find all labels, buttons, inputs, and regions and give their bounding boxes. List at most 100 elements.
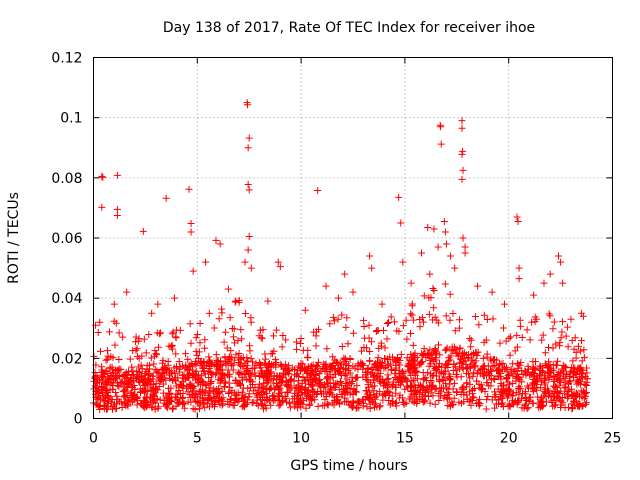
y-tick-label: 0.02 bbox=[51, 351, 82, 367]
data-point bbox=[529, 388, 537, 396]
data-point bbox=[324, 372, 332, 380]
data-point bbox=[573, 380, 581, 388]
data-point bbox=[135, 363, 143, 371]
data-point bbox=[261, 350, 269, 358]
data-point bbox=[238, 335, 246, 343]
data-point bbox=[129, 398, 137, 406]
data-point bbox=[436, 351, 444, 359]
data-point bbox=[482, 405, 490, 413]
data-point bbox=[148, 404, 156, 412]
data-point bbox=[341, 270, 349, 278]
data-point bbox=[563, 370, 571, 378]
data-point bbox=[244, 101, 252, 109]
data-point bbox=[185, 185, 193, 193]
data-point bbox=[341, 355, 349, 363]
data-point bbox=[372, 327, 380, 335]
data-point bbox=[295, 395, 303, 403]
data-point bbox=[516, 316, 524, 324]
data-point bbox=[517, 322, 525, 330]
data-point bbox=[212, 236, 220, 244]
data-point bbox=[499, 403, 507, 411]
data-point bbox=[572, 392, 580, 400]
data-point bbox=[475, 402, 483, 410]
data-point bbox=[492, 356, 500, 364]
data-point bbox=[443, 395, 451, 403]
data-point bbox=[372, 359, 380, 367]
data-point bbox=[440, 377, 448, 385]
data-point bbox=[425, 310, 433, 318]
data-point bbox=[447, 252, 455, 260]
data-point bbox=[436, 384, 444, 392]
data-point bbox=[149, 372, 157, 380]
data-point bbox=[326, 383, 334, 391]
data-point bbox=[387, 313, 395, 321]
data-point bbox=[531, 358, 539, 366]
data-point bbox=[154, 404, 162, 412]
data-point bbox=[517, 358, 525, 366]
data-point bbox=[154, 369, 162, 377]
data-point bbox=[484, 362, 492, 370]
data-point bbox=[368, 366, 376, 374]
data-point bbox=[106, 328, 114, 336]
data-point bbox=[516, 385, 524, 393]
data-point bbox=[286, 376, 294, 384]
data-point bbox=[140, 381, 148, 389]
data-point bbox=[435, 319, 443, 327]
data-point bbox=[153, 395, 161, 403]
data-point bbox=[250, 364, 258, 372]
data-point bbox=[550, 388, 558, 396]
data-point bbox=[566, 377, 574, 385]
data-point bbox=[127, 374, 135, 382]
data-point bbox=[546, 368, 554, 376]
data-point bbox=[312, 377, 320, 385]
data-point bbox=[211, 398, 219, 406]
data-point bbox=[491, 404, 499, 412]
data-point bbox=[496, 393, 504, 401]
data-point bbox=[417, 358, 425, 366]
data-point bbox=[406, 368, 414, 376]
data-point bbox=[104, 393, 112, 401]
data-point bbox=[504, 378, 512, 386]
data-point bbox=[391, 370, 399, 378]
data-point bbox=[176, 326, 184, 334]
data-point bbox=[202, 258, 210, 266]
data-point bbox=[386, 353, 394, 361]
data-point bbox=[232, 391, 240, 399]
data-point bbox=[549, 344, 557, 352]
data-point bbox=[103, 355, 111, 363]
data-point bbox=[549, 325, 557, 333]
data-point bbox=[362, 368, 370, 376]
data-point bbox=[269, 332, 277, 340]
data-point bbox=[398, 394, 406, 402]
data-point bbox=[285, 366, 293, 374]
data-point bbox=[145, 371, 153, 379]
data-point bbox=[204, 368, 212, 376]
data-point bbox=[136, 368, 144, 376]
data-point bbox=[128, 383, 136, 391]
data-point bbox=[574, 342, 582, 350]
data-point bbox=[366, 404, 374, 412]
data-point bbox=[581, 392, 589, 400]
data-point bbox=[340, 365, 348, 373]
data-point bbox=[256, 326, 264, 334]
data-point bbox=[236, 360, 244, 368]
data-point bbox=[401, 385, 409, 393]
chart-title: Day 138 of 2017, Rate Of TEC Index for r… bbox=[163, 20, 535, 36]
data-point bbox=[237, 356, 245, 364]
x-tick-labels: 0 5 10 15 20 25 bbox=[89, 431, 621, 447]
data-point bbox=[381, 344, 389, 352]
data-point bbox=[470, 350, 478, 358]
data-point bbox=[407, 330, 415, 338]
data-point bbox=[279, 396, 287, 404]
data-point bbox=[304, 346, 312, 354]
data-point bbox=[377, 339, 385, 347]
data-point bbox=[247, 377, 255, 385]
data-point bbox=[103, 347, 111, 355]
data-point bbox=[544, 343, 552, 351]
data-point bbox=[407, 279, 415, 287]
data-point bbox=[142, 402, 150, 410]
data-point bbox=[546, 270, 554, 278]
data-point bbox=[315, 369, 323, 377]
data-point bbox=[564, 394, 572, 402]
data-point bbox=[164, 400, 172, 408]
